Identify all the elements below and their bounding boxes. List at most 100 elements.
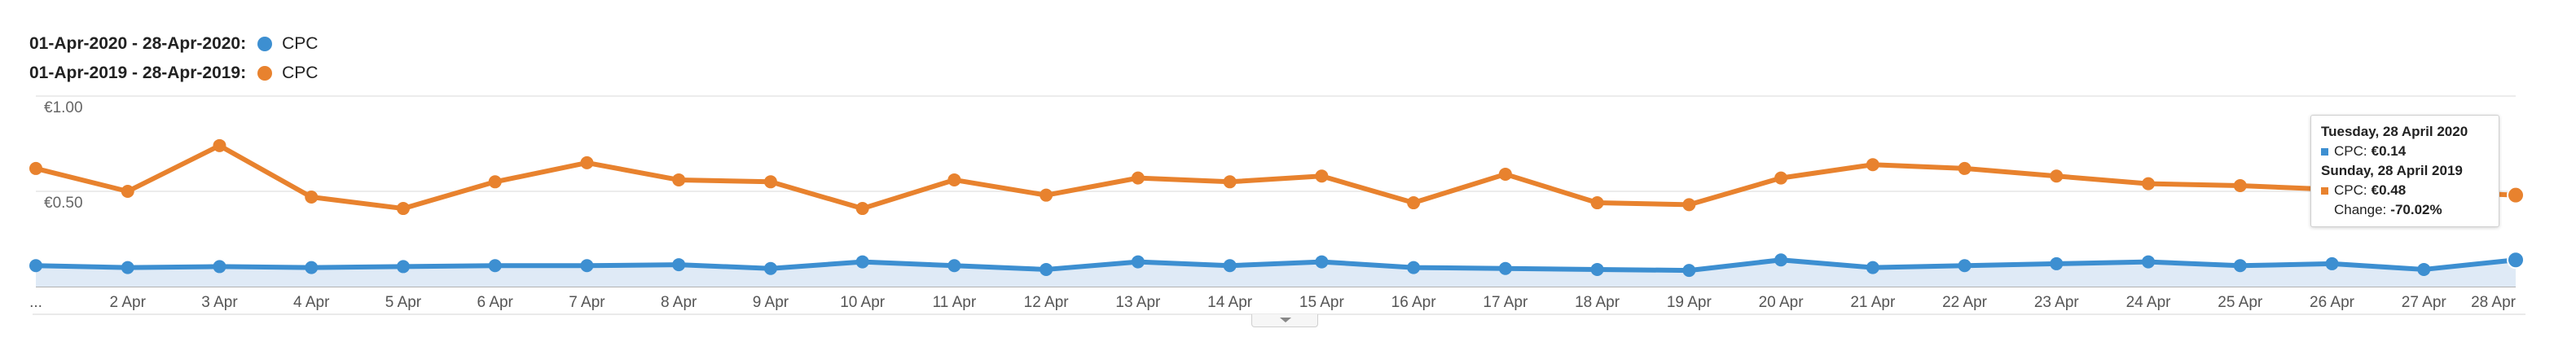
data-point <box>1774 171 1788 185</box>
x-tick-label: 21 Apr <box>1850 294 1896 311</box>
x-tick-label: 23 Apr <box>2034 294 2080 311</box>
y-tick-label: €0.50 <box>44 195 83 212</box>
series-swatch-icon <box>2321 186 2328 195</box>
y-tick-label: €1.00 <box>44 99 83 116</box>
data-point <box>1774 253 1788 267</box>
data-point <box>580 259 594 273</box>
data-point <box>1590 196 1604 210</box>
x-tick-label: 17 Apr <box>1483 294 1528 311</box>
data-point <box>488 175 502 189</box>
tooltip-value-previous: €0.48 <box>2371 182 2407 198</box>
x-tick-label: 16 Apr <box>1391 294 1437 311</box>
data-point <box>396 260 410 274</box>
x-tick-label: 28 Apr <box>2471 294 2517 311</box>
x-tick-label: 6 Apr <box>477 294 514 311</box>
x-tick-label: 18 Apr <box>1575 294 1620 311</box>
x-tick-label: 9 Apr <box>753 294 789 311</box>
legend-metric-label: CPC <box>282 34 319 53</box>
data-point <box>1682 198 1696 212</box>
data-point <box>2050 169 2064 183</box>
x-tick-label: 25 Apr <box>2218 294 2263 311</box>
data-point <box>121 261 134 274</box>
data-point <box>1682 264 1696 278</box>
x-tick-label: 20 Apr <box>1759 294 1805 311</box>
data-point <box>672 258 686 272</box>
data-point <box>2233 259 2247 273</box>
tooltip-change-line: Change: -70.02% <box>2321 200 2490 220</box>
x-tick-label: 24 Apr <box>2126 294 2172 311</box>
data-point <box>1223 259 1237 273</box>
data-point <box>2142 177 2156 191</box>
series-line <box>35 257 2517 274</box>
chart-legend: 01-Apr-2020 - 28-Apr-2020: CPC 01-Apr-20… <box>29 29 318 88</box>
x-tick-label: 27 Apr <box>2402 294 2447 311</box>
data-point <box>396 202 410 216</box>
x-tick-label: ... <box>29 294 42 311</box>
x-tick-label: 5 Apr <box>385 294 422 311</box>
data-point <box>2507 251 2525 270</box>
data-point <box>1407 196 1421 210</box>
data-point <box>1590 262 1604 276</box>
data-point <box>763 261 777 275</box>
data-point <box>213 260 226 274</box>
legend-item-2019[interactable]: 01-Apr-2019 - 28-Apr-2019: CPC <box>29 59 318 88</box>
x-tick-label: 2 Apr <box>110 294 147 311</box>
data-point <box>1866 261 1879 274</box>
legend-date-range: 01-Apr-2020 - 28-Apr-2020: <box>29 34 247 53</box>
data-point <box>1315 255 1329 269</box>
x-tick-label: 11 Apr <box>933 294 977 311</box>
data-point <box>855 255 869 269</box>
data-point <box>2417 262 2431 276</box>
x-tick-label: 26 Apr <box>2310 294 2355 311</box>
x-tick-label: 19 Apr <box>1667 294 1712 311</box>
legend-item-2020[interactable]: 01-Apr-2020 - 28-Apr-2020: CPC <box>29 29 318 59</box>
x-tick-label: 14 Apr <box>1207 294 1253 311</box>
data-point <box>29 259 42 273</box>
data-point <box>29 161 42 175</box>
data-point <box>305 191 319 204</box>
legend-color-dot-icon <box>257 66 273 81</box>
data-point <box>1498 167 1512 181</box>
data-point <box>580 156 594 169</box>
x-tick-label: 22 Apr <box>1942 294 1988 311</box>
legend-color-dot-icon <box>257 37 273 51</box>
data-point <box>1407 261 1421 274</box>
data-point <box>672 173 686 186</box>
data-point <box>1866 158 1879 172</box>
data-point <box>1315 169 1329 183</box>
tooltip-change-value: -70.02% <box>2390 202 2442 217</box>
data-point <box>305 261 319 274</box>
tooltip-date-previous: Sunday, 28 April 2019 <box>2321 163 2463 178</box>
hover-tooltip: Tuesday, 28 April 2020 CPC: €0.14 Sunday… <box>2310 115 2499 227</box>
x-tick-label: 3 Apr <box>201 294 238 311</box>
series-swatch-icon <box>2321 147 2328 156</box>
x-tick-label: 15 Apr <box>1299 294 1345 311</box>
data-point <box>2325 256 2339 270</box>
chart-resize-handle[interactable] <box>1251 314 1318 327</box>
data-point <box>1958 161 1972 175</box>
tooltip-date-current: Tuesday, 28 April 2020 <box>2321 124 2468 139</box>
data-point <box>1040 188 1053 202</box>
tooltip-metric-label: CPC: <box>2334 143 2367 159</box>
x-tick-label: 12 Apr <box>1024 294 1070 311</box>
tooltip-line-previous: CPC: €0.48 <box>2321 181 2490 200</box>
data-point <box>488 259 502 273</box>
tooltip-change-label: Change: <box>2334 202 2387 217</box>
data-point <box>855 202 869 216</box>
legend-metric-label: CPC <box>282 64 319 82</box>
data-point <box>121 185 134 198</box>
data-point <box>1131 255 1145 269</box>
series-line <box>35 142 2517 212</box>
x-tick-label: 13 Apr <box>1115 294 1161 311</box>
x-tick-label: 10 Apr <box>840 294 886 311</box>
data-point <box>763 175 777 189</box>
data-point <box>1223 175 1237 189</box>
x-tick-label: 7 Apr <box>569 294 605 311</box>
data-point <box>947 173 961 186</box>
data-point <box>1131 171 1145 185</box>
tooltip-metric-label: CPC: <box>2334 182 2367 198</box>
data-point <box>1958 259 1972 273</box>
data-point <box>1040 262 1053 276</box>
tooltip-value-current: €0.14 <box>2371 143 2407 159</box>
